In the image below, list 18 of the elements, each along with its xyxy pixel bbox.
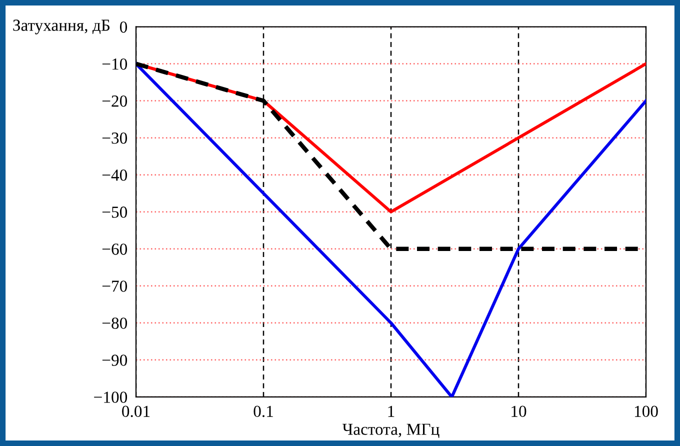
y-tick-label: −80	[102, 318, 128, 329]
y-tick-label: −40	[102, 170, 128, 181]
y-tick-label: −10	[102, 58, 128, 70]
x-tick-label: 0.01	[122, 406, 150, 418]
x-axis-title: Частота, МГц	[342, 424, 440, 438]
y-tick-label: −90	[102, 354, 128, 366]
y-tick-label: −60	[102, 244, 128, 255]
x-tick-label: 100	[634, 406, 658, 418]
y-tick-label: −70	[102, 280, 128, 292]
y-tick-label: 0	[120, 21, 128, 33]
x-tick-label: 10	[512, 406, 526, 418]
y-tick-label: −30	[102, 132, 128, 144]
y-tick-label: −20	[102, 95, 128, 107]
x-tick-label: 0.1	[254, 406, 273, 418]
x-tick-label: 1	[388, 406, 394, 417]
y-tick-label: −50	[102, 206, 128, 218]
y-axis-title: Затухання, дБ	[13, 20, 110, 34]
y-tick-label: −100	[94, 392, 128, 403]
